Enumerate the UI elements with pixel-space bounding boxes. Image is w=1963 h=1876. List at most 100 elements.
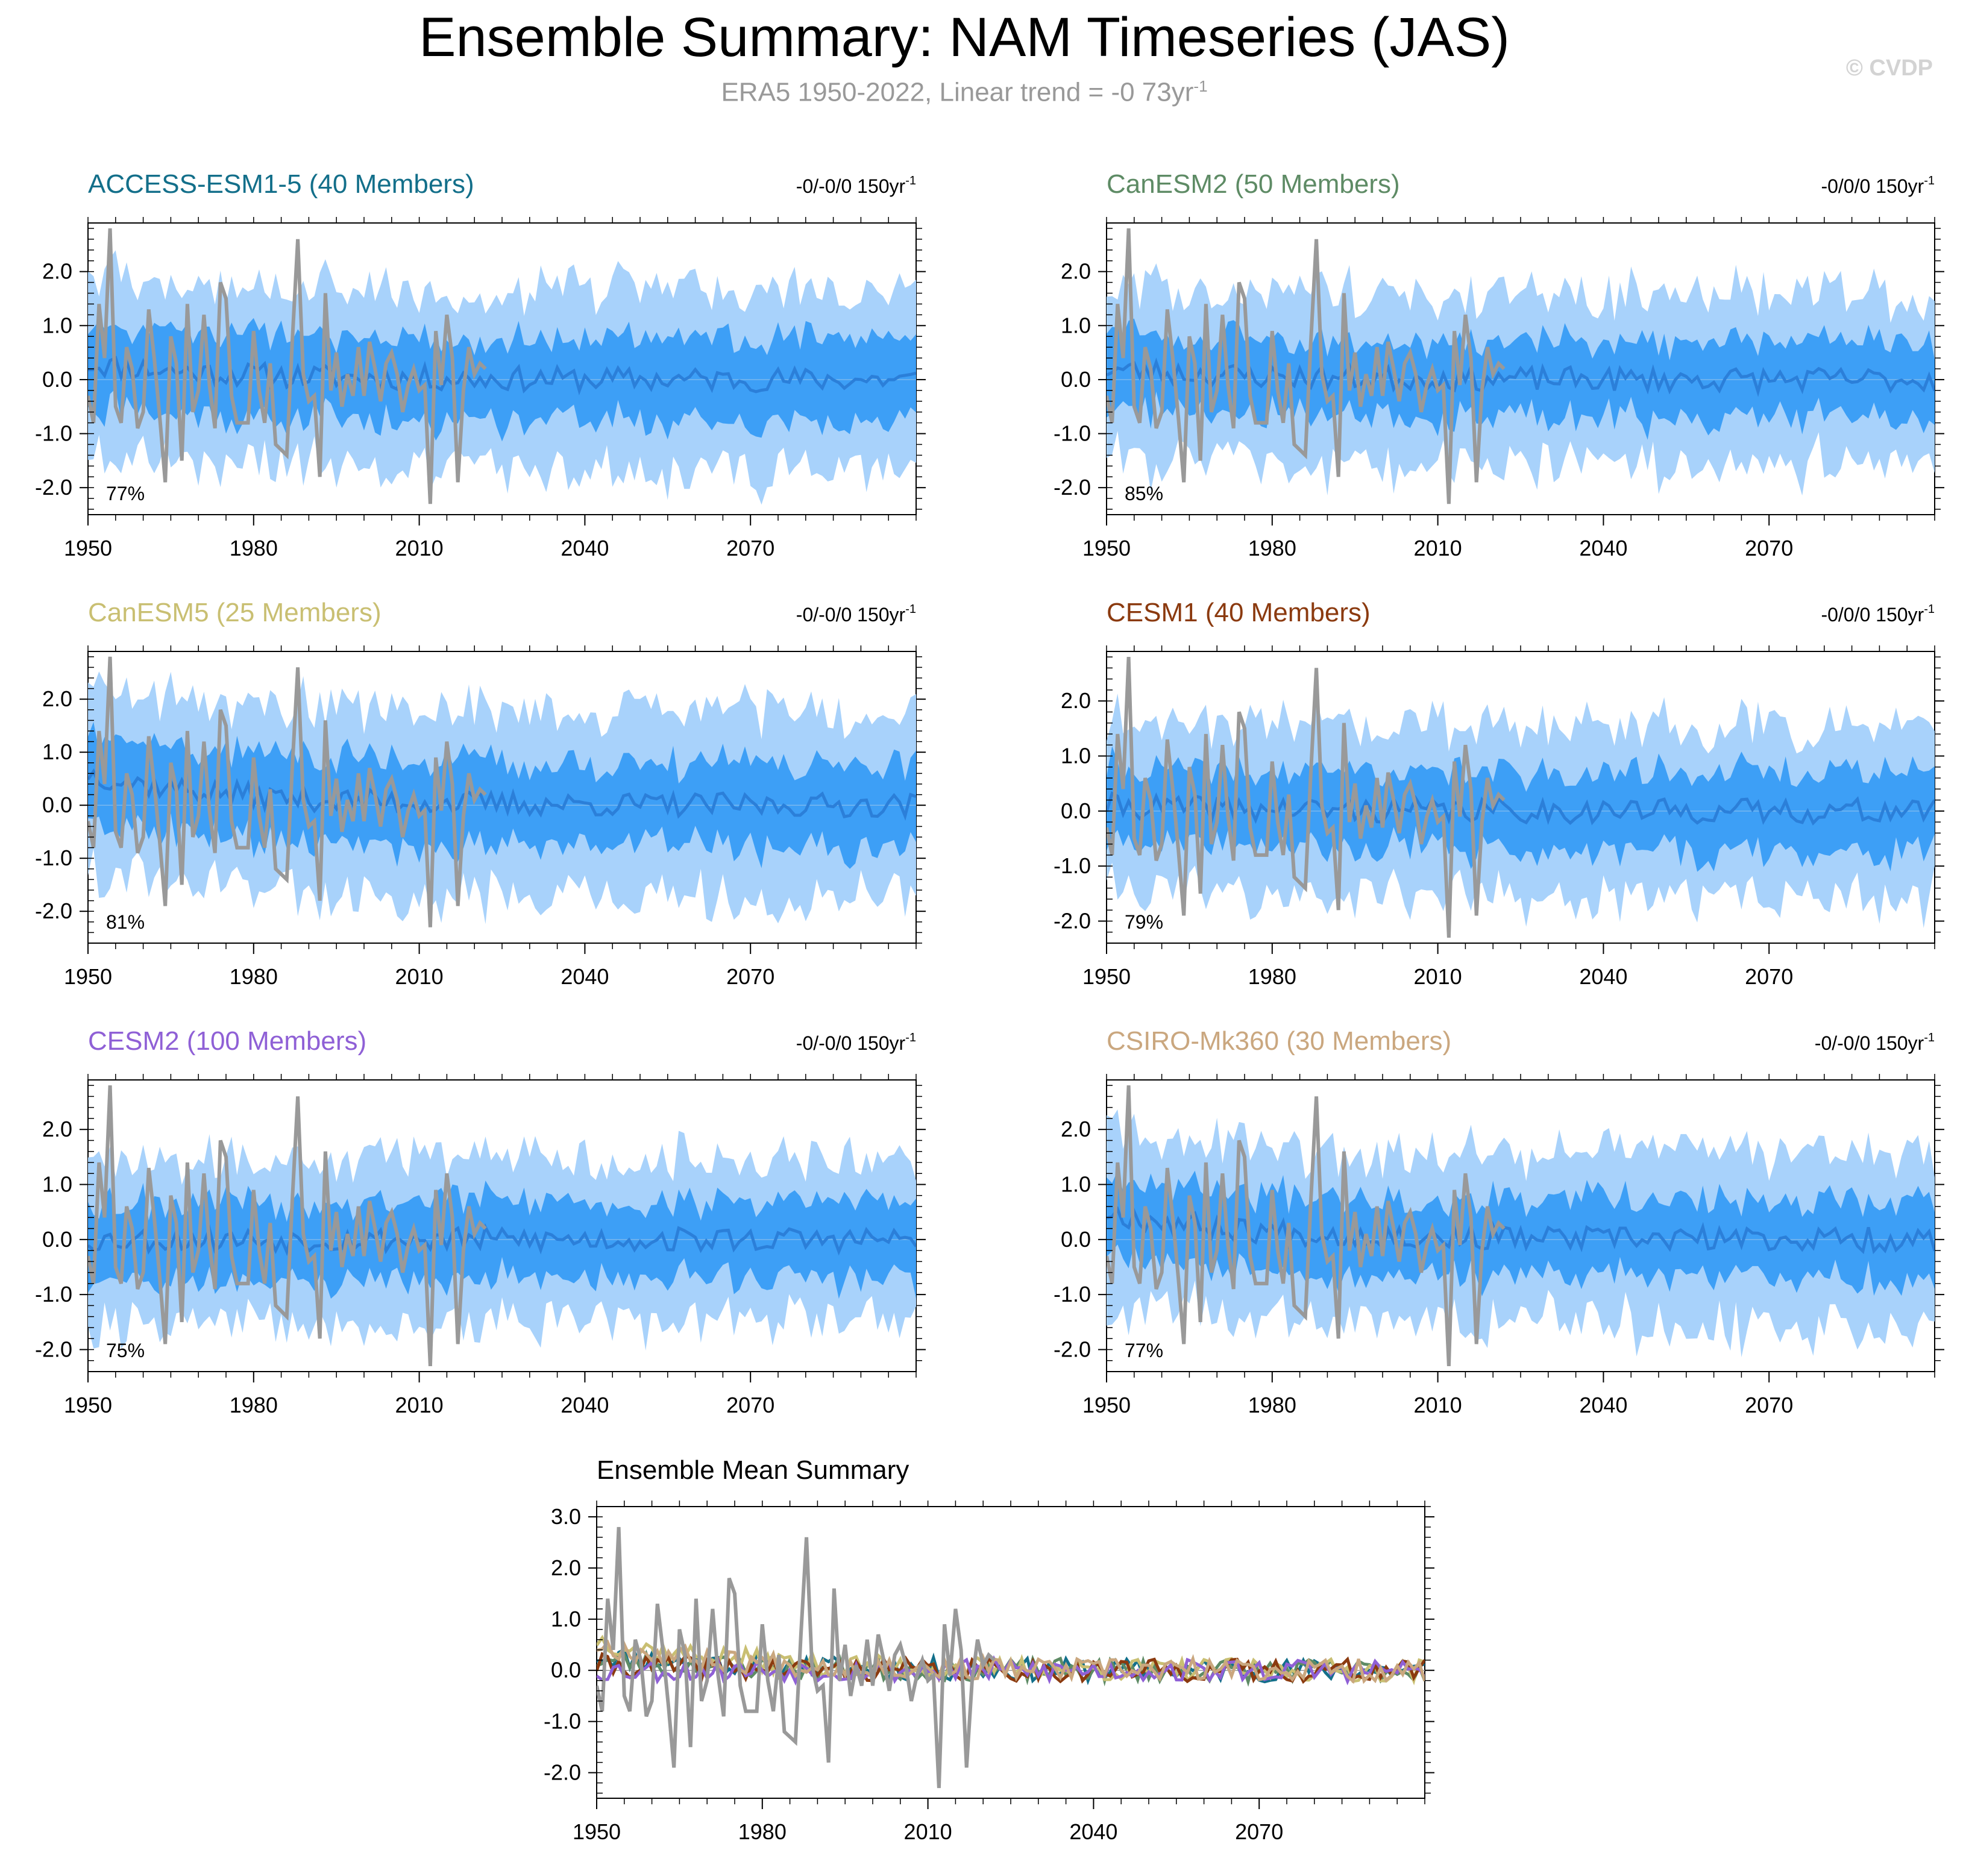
- subtitle-text: ERA5 1950-2022, Linear trend = -0 73yr: [721, 77, 1194, 107]
- ensemble-mean-line: [1107, 1206, 1935, 1255]
- y-tick-label: 2.0: [1061, 259, 1091, 284]
- ensemble-mean-line: [1107, 791, 1935, 826]
- y-tick-label: -1.0: [544, 1709, 581, 1734]
- x-tick-label: 1980: [1248, 964, 1296, 989]
- y-tick-label: 2.0: [42, 259, 72, 284]
- era5-observed-line: [88, 1085, 487, 1367]
- plot-area: [1107, 656, 1935, 938]
- x-tick-label: 1950: [64, 964, 112, 989]
- trend-label: -0/-0/0 150yr-1: [1815, 1031, 1935, 1054]
- percent-label: 75%: [106, 1340, 145, 1361]
- era5-observed-line: [1107, 1085, 1506, 1367]
- x-tick-label: 2070: [1745, 536, 1793, 560]
- x-tick-label: 1980: [230, 1393, 278, 1417]
- x-tick-label: 1980: [1248, 536, 1296, 560]
- y-tick-label: -2.0: [1054, 1337, 1091, 1361]
- ensemble-mean-line: [88, 768, 916, 821]
- trend-label: -0/-0/0 150yr-1: [796, 603, 916, 626]
- y-tick-label: -1.0: [35, 1282, 72, 1307]
- x-tick-label: 2070: [1745, 964, 1793, 989]
- panel-canesm5: CanESM5 (25 Members) -0/-0/0 150yr-1 81% -2…: [35, 598, 926, 989]
- percent-label: 77%: [106, 483, 145, 504]
- era5-observed-line: [88, 228, 487, 504]
- y-tick-label: 2.0: [42, 1117, 72, 1141]
- trend-label: -0/0/0 150yr-1: [1821, 603, 1935, 626]
- x-tick-label: 1950: [1082, 1393, 1131, 1417]
- trend-label: -0/0/0 150yr-1: [1821, 174, 1935, 197]
- y-tick-label: 3.0: [551, 1504, 581, 1529]
- y-tick-label: -2.0: [544, 1760, 581, 1785]
- y-tick-label: 1.0: [551, 1607, 581, 1631]
- era5-observed-line: [1107, 228, 1506, 504]
- y-tick-label: 0.0: [42, 367, 72, 392]
- y-tick-label: -1.0: [35, 421, 72, 446]
- x-tick-label: 2070: [1235, 1819, 1283, 1844]
- mean-line-cesm1: [597, 1652, 1425, 1684]
- x-tick-label: 1950: [573, 1819, 621, 1844]
- y-tick-label: -2.0: [1054, 908, 1091, 933]
- x-tick-label: 1950: [1082, 536, 1131, 560]
- panel-title: CESM2 (100 Members): [88, 1026, 366, 1056]
- panel-summary: Ensemble Mean Summary -2.0 -1.0 0.0 1.0 2.0 3.…: [544, 1455, 1434, 1844]
- y-tick-label: 1.0: [42, 739, 72, 764]
- x-tick-label: 1980: [230, 536, 278, 560]
- x-tick-label: 1950: [64, 536, 112, 560]
- inner-range-band: [1107, 746, 1935, 872]
- x-tick-label: 2040: [1579, 1393, 1627, 1417]
- y-tick-label: -2.0: [35, 1337, 72, 1361]
- y-tick-label: -2.0: [1054, 475, 1091, 500]
- plot-area: [88, 228, 916, 505]
- y-tick-label: 0.0: [42, 1227, 72, 1252]
- percent-label: 81%: [106, 911, 145, 933]
- panel-title: ACCESS-ESM1-5 (40 Members): [88, 169, 474, 199]
- ensemble-mean-line: [88, 1223, 916, 1256]
- panel-title: CanESM2 (50 Members): [1107, 169, 1400, 199]
- x-tick-label: 2040: [561, 1393, 609, 1417]
- panel-cesm1: CESM1 (40 Members) -0/0/0 150yr-1 79% -2.0 -…: [1054, 598, 1944, 989]
- panel-title: CSIRO-Mk360 (30 Members): [1107, 1026, 1451, 1056]
- x-tick-label: 1950: [64, 1393, 112, 1417]
- x-tick-label: 2040: [1579, 536, 1627, 560]
- era5-observed-line: [597, 1526, 996, 1789]
- y-tick-label: 2.0: [42, 686, 72, 711]
- subtitle-superscript: -1: [1193, 77, 1208, 95]
- y-tick-label: -2.0: [35, 475, 72, 500]
- y-tick-label: -1.0: [1054, 1282, 1091, 1307]
- y-tick-label: 1.0: [1061, 744, 1091, 768]
- panel-title: CanESM5 (25 Members): [88, 598, 382, 627]
- panel-csiro: CSIRO-Mk360 (30 Members) -0/-0/0 150yr-1 7…: [1054, 1026, 1944, 1417]
- page-title: Ensemble Summary: NAM Timeseries (JAS): [419, 7, 1510, 68]
- panel-title: CESM1 (40 Members): [1107, 598, 1371, 627]
- ensemble-mean-line: [1107, 357, 1935, 397]
- x-tick-label: 2070: [726, 964, 774, 989]
- x-tick-label: 2010: [904, 1819, 952, 1844]
- y-tick-label: 1.0: [1061, 1172, 1091, 1197]
- summary-title: Ensemble Mean Summary: [597, 1455, 909, 1485]
- ensemble-mean-line: [88, 356, 916, 396]
- x-tick-label: 2040: [1579, 964, 1627, 989]
- x-tick-label: 2010: [395, 964, 444, 989]
- plot-area: [597, 1526, 1425, 1789]
- y-tick-label: 0.0: [1061, 367, 1091, 392]
- x-tick-label: 2040: [561, 536, 609, 560]
- x-tick-label: 1980: [230, 964, 278, 989]
- x-tick-label: 1950: [1082, 964, 1131, 989]
- y-tick-label: 2.0: [1061, 688, 1091, 713]
- panel-cesm2: CESM2 (100 Members) -0/-0/0 150yr-1 75% -2.…: [35, 1026, 926, 1417]
- x-tick-label: 2040: [1069, 1819, 1117, 1844]
- x-tick-label: 1980: [738, 1819, 787, 1844]
- panel-canesm2: CanESM2 (50 Members) -0/0/0 150yr-1 85% -2.…: [1054, 169, 1944, 560]
- percent-label: 85%: [1125, 483, 1163, 504]
- y-tick-label: 2.0: [551, 1555, 581, 1580]
- y-tick-label: 1.0: [42, 1172, 72, 1197]
- y-tick-label: 2.0: [1061, 1117, 1091, 1141]
- y-tick-label: 1.0: [1061, 313, 1091, 337]
- trend-label: -0/-0/0 150yr-1: [796, 1031, 916, 1054]
- plot-area: [88, 656, 916, 927]
- x-tick-label: 2070: [726, 1393, 774, 1417]
- x-tick-label: 2070: [726, 536, 774, 560]
- plot-area: [88, 1085, 916, 1367]
- y-tick-label: 1.0: [42, 313, 72, 337]
- y-tick-label: -1.0: [35, 845, 72, 870]
- y-tick-label: -1.0: [1054, 421, 1091, 446]
